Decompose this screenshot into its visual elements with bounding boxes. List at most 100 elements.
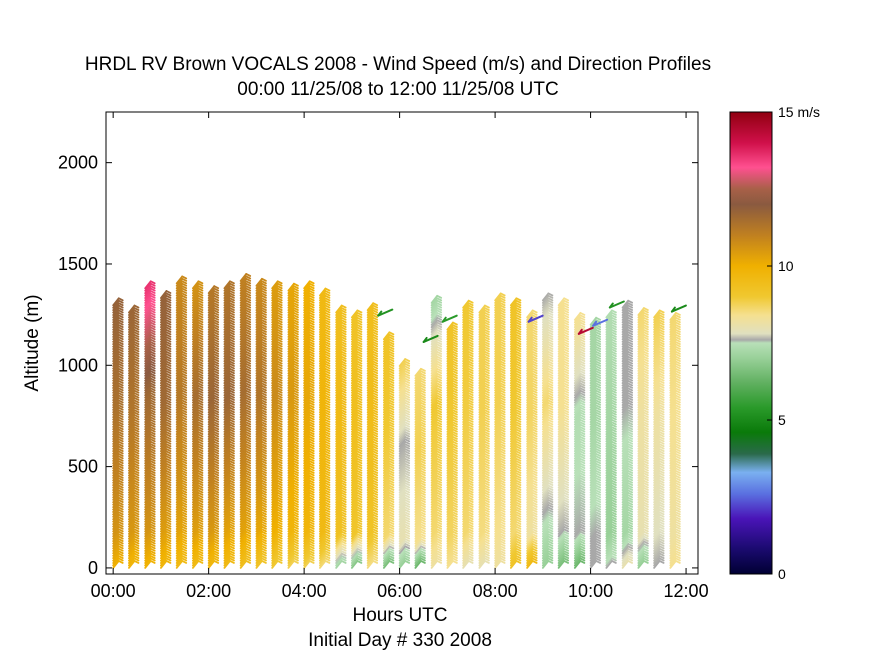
wind-barb bbox=[239, 365, 252, 375]
wind-barb bbox=[175, 309, 188, 319]
wind-barb bbox=[223, 287, 235, 297]
wind-barb bbox=[207, 533, 220, 543]
wind-barb bbox=[128, 426, 140, 436]
wind-barb bbox=[144, 292, 156, 302]
wind-barb bbox=[239, 474, 252, 484]
wind-barb bbox=[128, 504, 140, 513]
wind-barb bbox=[223, 321, 235, 331]
wind-barb bbox=[191, 331, 204, 341]
wind-barb bbox=[112, 472, 124, 482]
wind-barb bbox=[160, 547, 172, 557]
wind-barb bbox=[128, 513, 140, 523]
wind-barb bbox=[128, 448, 140, 457]
wind-barb bbox=[223, 474, 235, 484]
wind-barb bbox=[144, 314, 156, 324]
wind-barb bbox=[175, 550, 188, 560]
wind-barb bbox=[144, 406, 156, 416]
wind-barb bbox=[112, 329, 124, 338]
wind-barb bbox=[112, 384, 124, 394]
wind-barb bbox=[175, 445, 188, 455]
wind-barb bbox=[175, 435, 188, 445]
wind-barb bbox=[175, 297, 188, 307]
wind-barb bbox=[160, 474, 172, 484]
wind-barb bbox=[144, 487, 156, 496]
wind-barb bbox=[191, 316, 204, 326]
wind-barb bbox=[160, 363, 172, 372]
wind-barb bbox=[223, 472, 235, 482]
wind-barb bbox=[160, 535, 172, 545]
wind-barb bbox=[112, 496, 124, 506]
wind-barb bbox=[160, 445, 172, 455]
wind-barb bbox=[239, 389, 252, 399]
wind-barb bbox=[128, 435, 140, 445]
wind-barb bbox=[144, 333, 156, 343]
colorbar bbox=[730, 112, 772, 574]
wind-barb bbox=[144, 280, 156, 290]
wind-barb bbox=[175, 406, 188, 416]
wind-barb bbox=[207, 457, 220, 467]
y-tick-label: 2000 bbox=[58, 153, 98, 173]
wind-barb bbox=[191, 348, 204, 358]
wind-barb bbox=[239, 375, 252, 385]
wind-barb bbox=[144, 467, 156, 477]
wind-profile bbox=[446, 321, 458, 569]
wind-barb bbox=[239, 462, 252, 472]
wind-barb bbox=[128, 421, 140, 431]
wind-barb bbox=[160, 545, 172, 555]
wind-barb bbox=[191, 404, 204, 414]
wind-barb bbox=[144, 416, 156, 426]
wind-barb bbox=[112, 445, 124, 455]
wind-barb bbox=[255, 535, 267, 545]
wind-barb bbox=[191, 521, 204, 530]
wind-barb bbox=[112, 557, 124, 567]
wind-barb bbox=[128, 547, 140, 557]
wind-barb bbox=[160, 389, 172, 399]
wind-barb bbox=[175, 360, 188, 370]
wind-barb bbox=[207, 302, 220, 312]
wind-barb bbox=[255, 470, 267, 479]
wind-barb bbox=[255, 455, 267, 465]
wind-barb bbox=[112, 394, 124, 404]
wind-barb bbox=[223, 431, 235, 440]
y-tick-label: 1000 bbox=[58, 355, 98, 375]
wind-barb bbox=[128, 457, 140, 467]
wind-barb bbox=[175, 350, 188, 360]
wind-barb bbox=[128, 530, 140, 540]
wind-barb bbox=[128, 557, 140, 567]
wind-barb bbox=[160, 380, 172, 389]
wind-barb bbox=[191, 438, 204, 448]
wind-barb bbox=[223, 482, 235, 492]
wind-barb bbox=[255, 435, 267, 445]
wind-barb bbox=[128, 377, 140, 387]
wind-barb bbox=[223, 326, 235, 336]
wind-barb bbox=[239, 547, 252, 557]
wind-barb bbox=[191, 311, 204, 321]
wind-barb bbox=[128, 336, 140, 346]
wind-barb bbox=[191, 525, 204, 535]
wind-barb bbox=[239, 560, 252, 569]
wind-barb bbox=[223, 404, 235, 414]
wind-barb bbox=[175, 336, 188, 346]
wind-barb bbox=[239, 304, 252, 314]
wind-barb bbox=[175, 367, 188, 377]
wind-barb bbox=[191, 506, 204, 516]
wind-barb bbox=[191, 513, 204, 523]
wind-barb bbox=[255, 552, 267, 562]
wind-barb bbox=[223, 557, 235, 567]
wind-barb bbox=[175, 389, 188, 399]
wind-barb bbox=[223, 372, 235, 382]
wind-barb bbox=[191, 550, 204, 560]
wind-barb bbox=[112, 321, 124, 331]
wind-barb bbox=[255, 448, 267, 457]
wind-barb bbox=[223, 504, 235, 513]
wind-barb bbox=[191, 307, 204, 316]
wind-profile bbox=[287, 282, 299, 569]
wind-barb bbox=[191, 285, 204, 295]
wind-barb bbox=[191, 484, 204, 494]
wind-barb bbox=[207, 404, 220, 414]
wind-barb bbox=[128, 358, 140, 368]
wind-barb bbox=[112, 440, 124, 450]
wind-barb bbox=[144, 350, 156, 360]
wind-barb bbox=[207, 338, 220, 348]
wind-barb bbox=[191, 560, 204, 569]
